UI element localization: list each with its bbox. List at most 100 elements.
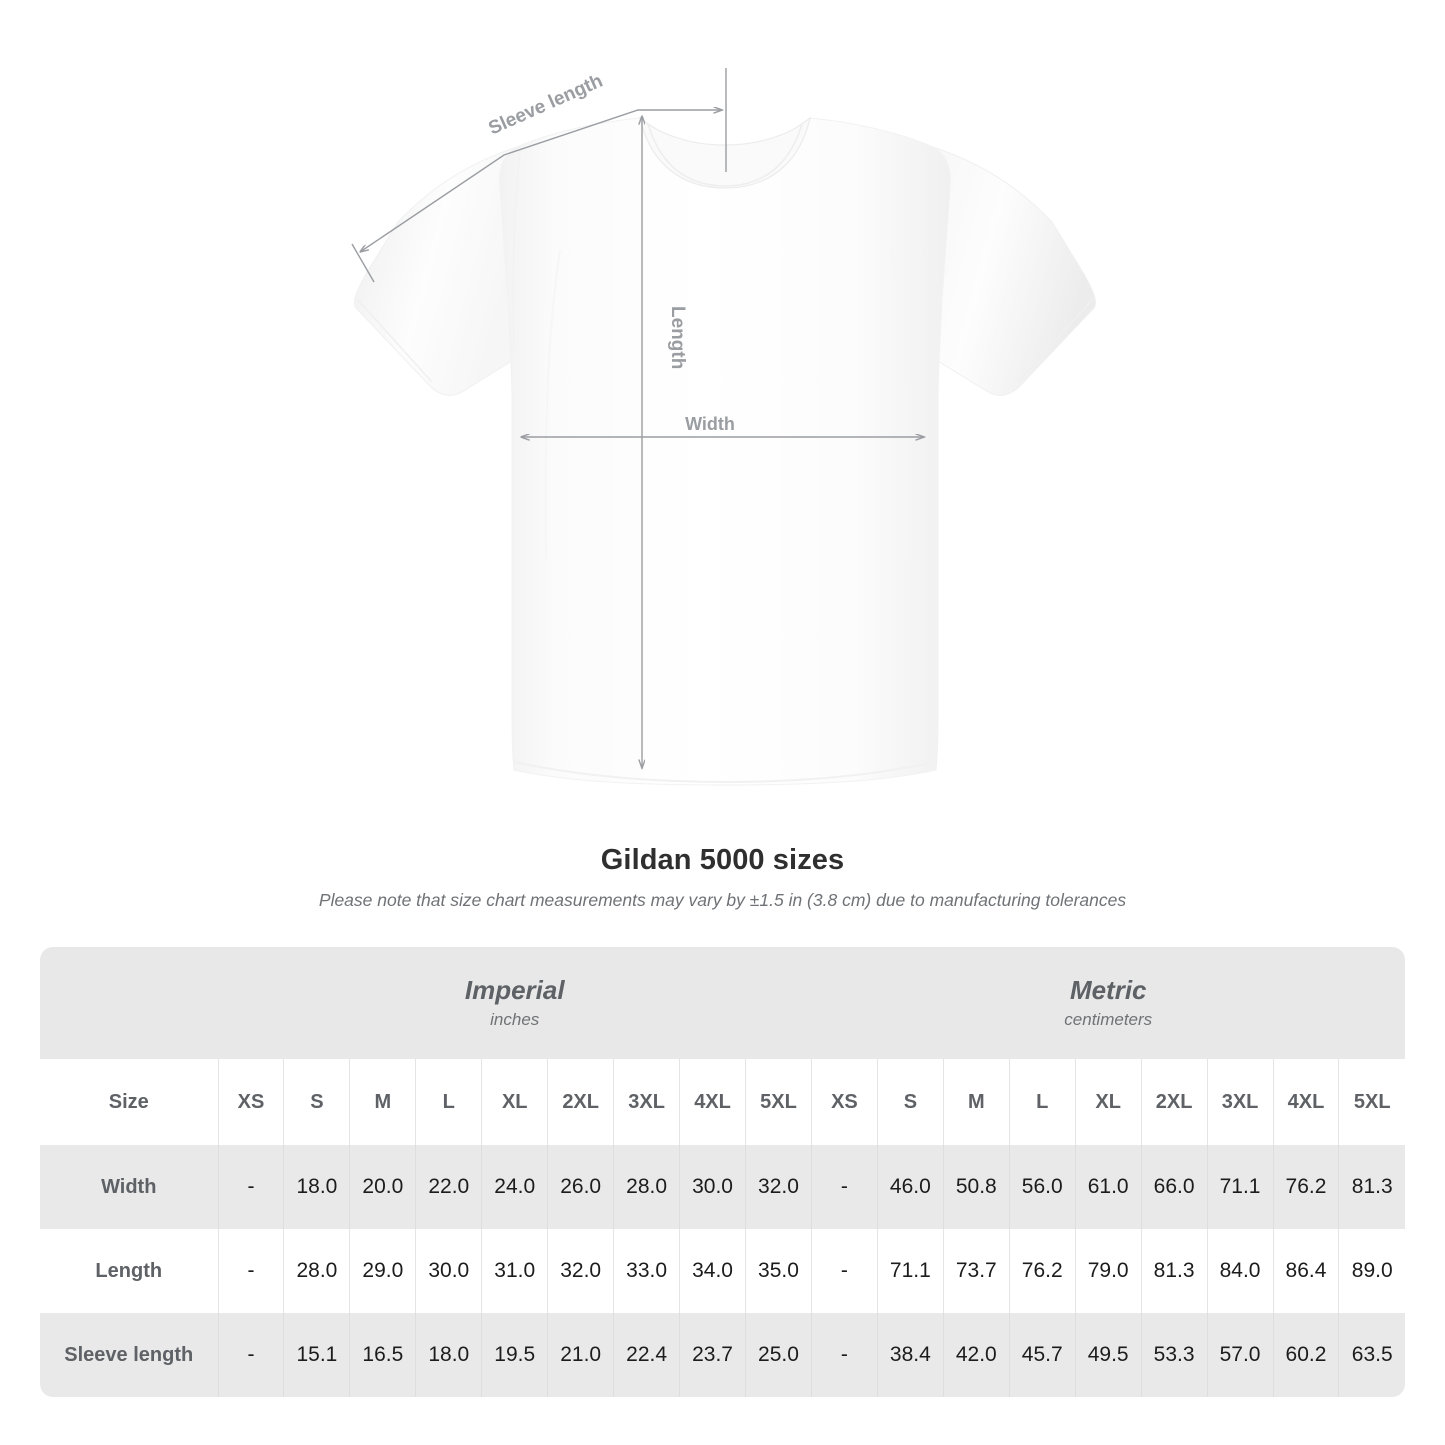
page-title: Gildan 5000 sizes xyxy=(600,844,845,876)
tshirt-right-side-fold xyxy=(891,249,908,561)
cell-imperial-3xl: 33.0 xyxy=(613,1229,680,1313)
size-header-metric-xs: XS xyxy=(810,1059,878,1145)
size-header-imperial-xs: XS xyxy=(217,1059,284,1145)
sleeve-length-end-tick xyxy=(351,243,375,283)
cell-metric-xl: 49.5 xyxy=(1074,1313,1142,1397)
cell-metric-3xl: 57.0 xyxy=(1206,1313,1274,1397)
cell-metric-l: 56.0 xyxy=(1008,1145,1076,1229)
cell-metric-2xl: 81.3 xyxy=(1140,1229,1208,1313)
size-header-imperial-m: M xyxy=(349,1059,416,1145)
cell-metric-xs: - xyxy=(810,1145,878,1229)
tshirt-right-sleeve-cuff xyxy=(1017,299,1093,383)
cell-imperial-s: 28.0 xyxy=(283,1229,350,1313)
size-header-imperial-3xl: 3XL xyxy=(613,1059,680,1145)
tshirt-hem-fold xyxy=(513,761,937,784)
size-header-metric-4xl: 4XL xyxy=(1272,1059,1339,1145)
size-table: Imperial inches Metric centimeters Size XS S M L… xyxy=(40,947,1406,1397)
cell-metric-5xl: 81.3 xyxy=(1338,1145,1406,1229)
unit-band-metric: Metric centimeters xyxy=(811,947,1406,1059)
cell-metric-xs: - xyxy=(810,1313,878,1397)
cell-metric-xl: 79.0 xyxy=(1074,1229,1142,1313)
cell-metric-4xl: 86.4 xyxy=(1272,1229,1339,1313)
cell-metric-m: 73.7 xyxy=(942,1229,1010,1313)
size-header-imperial-4xl: 4XL xyxy=(679,1059,746,1145)
cell-imperial-s: 15.1 xyxy=(283,1313,350,1397)
cell-metric-5xl: 63.5 xyxy=(1338,1313,1406,1397)
size-header-imperial-s: S xyxy=(283,1059,350,1145)
cell-metric-xl: 61.0 xyxy=(1074,1145,1142,1229)
cell-imperial-xl: 24.0 xyxy=(481,1145,548,1229)
cell-metric-s: 38.4 xyxy=(876,1313,944,1397)
tolerance-note: Please note that size chart measurements… xyxy=(318,890,1127,910)
size-header-metric-m: M xyxy=(942,1059,1010,1145)
size-header-imperial-xl: XL xyxy=(481,1059,548,1145)
unit-band-spacer xyxy=(40,947,218,1059)
width-label: Width xyxy=(685,414,735,434)
unit-system-name: Imperial xyxy=(464,975,565,1005)
table-row: Sleeve length -15.1 16.5 18.0 19.5 21.0 22.4 23… xyxy=(40,1313,1406,1397)
size-header-imperial-2xl: 2XL xyxy=(547,1059,614,1145)
cell-imperial-xs: - xyxy=(217,1313,284,1397)
size-header-metric-2xl: 2XL xyxy=(1140,1059,1208,1145)
cell-imperial-3xl: 22.4 xyxy=(613,1313,680,1397)
length-label: Length xyxy=(667,306,688,369)
cell-imperial-s: 18.0 xyxy=(283,1145,350,1229)
cell-metric-l: 76.2 xyxy=(1008,1229,1076,1313)
cell-imperial-m: 29.0 xyxy=(349,1229,416,1313)
cell-imperial-2xl: 26.0 xyxy=(547,1145,614,1229)
tshirt-body xyxy=(499,117,951,786)
cell-metric-m: 50.8 xyxy=(942,1145,1010,1229)
cell-metric-2xl: 53.3 xyxy=(1140,1313,1208,1397)
cell-imperial-2xl: 21.0 xyxy=(547,1313,614,1397)
unit-band-imperial: Imperial inches xyxy=(218,947,812,1059)
cell-imperial-xs: - xyxy=(217,1145,284,1229)
cell-metric-4xl: 60.2 xyxy=(1272,1313,1339,1397)
cell-metric-m: 42.0 xyxy=(942,1313,1010,1397)
unit-system-name: Metric xyxy=(1069,975,1147,1005)
tshirt-measurement-diagram: Sleeve length Length Width xyxy=(351,68,1097,786)
cell-imperial-l: 18.0 xyxy=(415,1313,482,1397)
cell-metric-l: 45.7 xyxy=(1008,1313,1076,1397)
cell-metric-2xl: 66.0 xyxy=(1140,1145,1208,1229)
title-block: Gildan 5000 sizes Please note that size … xyxy=(0,842,1445,912)
tshirt-illustration xyxy=(353,116,1097,786)
size-header-metric-5xl: 5XL xyxy=(1338,1059,1406,1145)
cell-imperial-2xl: 32.0 xyxy=(547,1229,614,1313)
size-table-container: Imperial inches Metric centimeters Size XS S M L… xyxy=(40,947,1406,1397)
unit-band-row: Imperial inches Metric centimeters xyxy=(40,947,1406,1059)
row-label-width: Width xyxy=(40,1145,218,1229)
size-header-imperial-l: L xyxy=(415,1059,482,1145)
cell-imperial-4xl: 23.7 xyxy=(679,1313,746,1397)
cell-metric-3xl: 71.1 xyxy=(1206,1145,1274,1229)
cell-imperial-4xl: 34.0 xyxy=(679,1229,746,1313)
unit-system-subtitle: inches xyxy=(490,1010,540,1029)
cell-metric-5xl: 89.0 xyxy=(1338,1229,1406,1313)
cell-imperial-3xl: 28.0 xyxy=(613,1145,680,1229)
cell-imperial-5xl: 25.0 xyxy=(745,1313,812,1397)
size-header-row: Size XS S M L XL 2XL 3XL 4XL 5XL XS S M L XL 2XL 3XL 4XL 5… xyxy=(40,1059,1406,1145)
cell-metric-xs: - xyxy=(810,1229,878,1313)
cell-imperial-5xl: 35.0 xyxy=(745,1229,812,1313)
cell-metric-3xl: 84.0 xyxy=(1206,1229,1274,1313)
size-column-header: Size xyxy=(40,1059,218,1145)
cell-imperial-l: 22.0 xyxy=(415,1145,482,1229)
tshirt-left-sleeve-cuff xyxy=(357,299,433,383)
table-row: Width -18.0 20.0 22.0 24.0 26.0 28.0 30.0 32.0-4… xyxy=(40,1145,1406,1229)
sleeve-length-dimension-line xyxy=(360,110,722,252)
size-header-metric-l: L xyxy=(1008,1059,1076,1145)
size-header-metric-xl: XL xyxy=(1074,1059,1142,1145)
cell-metric-4xl: 76.2 xyxy=(1272,1145,1339,1229)
row-label-sleeve-length: Sleeve length xyxy=(40,1313,218,1397)
cell-imperial-xs: - xyxy=(217,1229,284,1313)
tshirt-right-sleeve xyxy=(929,145,1097,396)
cell-metric-s: 71.1 xyxy=(876,1229,944,1313)
size-header-metric-3xl: 3XL xyxy=(1206,1059,1274,1145)
tshirt-right-armhole-seam xyxy=(929,149,938,349)
row-label-length: Length xyxy=(40,1229,218,1313)
tshirt-left-sleeve xyxy=(353,145,521,396)
cell-metric-s: 46.0 xyxy=(876,1145,944,1229)
cell-imperial-5xl: 32.0 xyxy=(745,1145,812,1229)
table-row: Length -28.0 29.0 30.0 31.0 32.0 33.0 34.0 35.0-… xyxy=(40,1229,1406,1313)
size-header-imperial-5xl: 5XL xyxy=(745,1059,812,1145)
